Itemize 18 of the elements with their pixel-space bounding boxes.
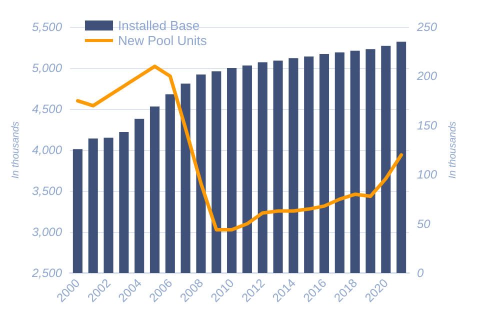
line-series bbox=[76, 64, 404, 232]
y-tick-label: 4,000 bbox=[32, 143, 62, 157]
y2-axis-title: In thousands bbox=[447, 121, 458, 179]
y-tick-label: 5,500 bbox=[32, 20, 62, 34]
y2-tick-label: 50 bbox=[417, 216, 431, 231]
y-tick-label: 4,500 bbox=[32, 102, 62, 116]
legend-label: Installed Base bbox=[118, 18, 200, 33]
y2-tick-label: 150 bbox=[417, 118, 438, 132]
y-tick-label: 3,500 bbox=[32, 184, 62, 198]
y-tick-label: 5,000 bbox=[32, 61, 62, 75]
legend-label: New Pool Units bbox=[118, 33, 208, 48]
y-tick-label: 3,000 bbox=[32, 225, 62, 239]
y2-tick-label: 250 bbox=[416, 20, 438, 34]
y2-tick-label: 0 bbox=[417, 266, 424, 280]
y-tick-label: 2,500 bbox=[30, 266, 62, 280]
y2-tick-label: 100 bbox=[417, 168, 438, 182]
y-axis-title: In thousands bbox=[10, 121, 22, 179]
y2-tick-label: 200 bbox=[416, 69, 438, 84]
